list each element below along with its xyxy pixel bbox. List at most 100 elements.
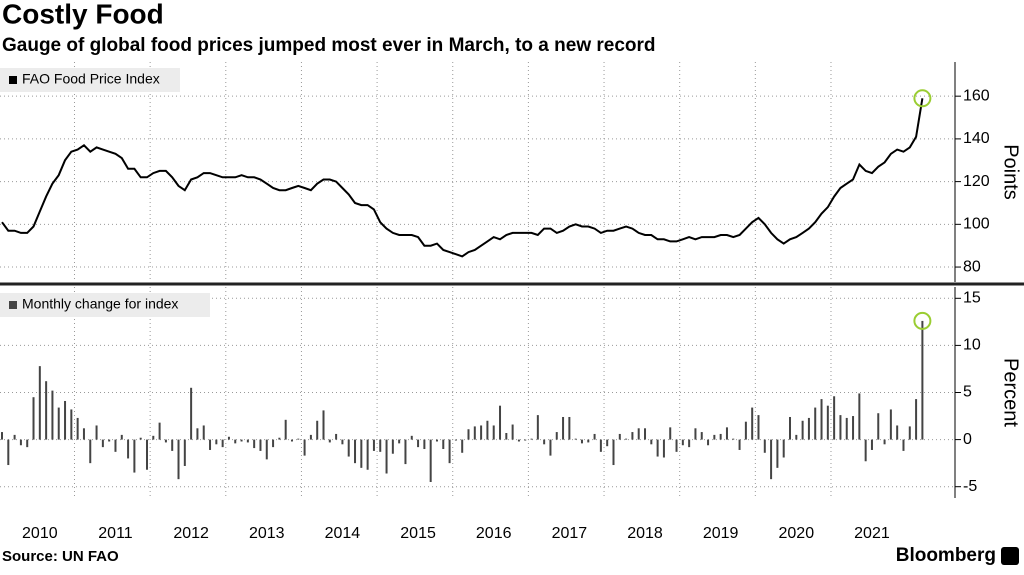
bar bbox=[833, 396, 836, 440]
bar bbox=[656, 439, 659, 457]
bar bbox=[725, 427, 728, 440]
bar bbox=[114, 439, 117, 452]
bar bbox=[328, 439, 331, 443]
bar bbox=[19, 439, 22, 446]
y-tick-label: 15 bbox=[963, 290, 981, 307]
bar bbox=[89, 439, 92, 464]
bar bbox=[782, 439, 785, 458]
bar bbox=[870, 439, 873, 450]
bar bbox=[442, 439, 445, 450]
bar bbox=[139, 437, 142, 440]
bar bbox=[303, 439, 306, 456]
bar bbox=[587, 439, 590, 443]
bar bbox=[76, 417, 79, 440]
bar bbox=[480, 425, 483, 440]
bar bbox=[858, 393, 861, 440]
y-tick-label: 80 bbox=[963, 258, 981, 275]
bar bbox=[164, 439, 167, 443]
bar bbox=[95, 425, 98, 440]
bar bbox=[915, 399, 918, 440]
bar bbox=[675, 439, 678, 452]
bar bbox=[896, 425, 899, 440]
bar bbox=[776, 439, 779, 468]
bar bbox=[814, 407, 817, 440]
x-tick-label: 2018 bbox=[627, 525, 663, 542]
bar bbox=[864, 439, 867, 462]
bar bbox=[606, 439, 609, 447]
bar bbox=[637, 428, 640, 440]
bar bbox=[826, 405, 829, 440]
source: Source: UN FAO bbox=[2, 548, 119, 565]
bar bbox=[284, 419, 287, 440]
bar bbox=[852, 416, 855, 440]
bar bbox=[921, 320, 924, 440]
bar bbox=[120, 434, 123, 440]
bar bbox=[694, 428, 697, 440]
bar bbox=[335, 433, 338, 440]
y-tick-label: 5 bbox=[963, 384, 972, 401]
bar bbox=[732, 438, 735, 440]
bar bbox=[372, 439, 375, 451]
bar bbox=[57, 407, 60, 440]
bar bbox=[32, 397, 35, 440]
bar bbox=[316, 420, 319, 440]
bar bbox=[517, 439, 520, 442]
bar bbox=[101, 439, 104, 448]
legend-label: Monthly change for index bbox=[22, 296, 178, 312]
bar bbox=[700, 432, 703, 440]
title: Costly Food bbox=[2, 0, 164, 29]
x-tick-label: 2016 bbox=[476, 525, 512, 542]
bar bbox=[429, 439, 432, 482]
legend-swatch bbox=[9, 301, 17, 309]
y-axis-title: Points bbox=[1000, 144, 1022, 200]
legend-box bbox=[0, 68, 180, 92]
bar bbox=[410, 435, 413, 440]
bar bbox=[612, 439, 615, 466]
bar bbox=[625, 438, 628, 440]
bar bbox=[354, 439, 357, 464]
bar bbox=[253, 439, 256, 449]
bar bbox=[461, 439, 464, 453]
y-tick-label: -5 bbox=[963, 478, 977, 495]
bar bbox=[82, 428, 85, 440]
subtitle: Gauge of global food prices jumped most … bbox=[2, 35, 656, 56]
bar bbox=[454, 439, 457, 441]
bar bbox=[713, 434, 716, 440]
bar bbox=[379, 439, 382, 452]
highlight-circle bbox=[913, 311, 932, 330]
bar bbox=[688, 439, 691, 448]
y-tick-label: 140 bbox=[963, 130, 990, 147]
bar bbox=[744, 421, 747, 440]
bar bbox=[158, 422, 161, 440]
y-tick-label: 0 bbox=[963, 431, 972, 448]
bar bbox=[757, 415, 760, 440]
bar bbox=[795, 434, 798, 440]
bar bbox=[26, 439, 29, 448]
bar bbox=[467, 429, 470, 440]
bar bbox=[738, 439, 741, 450]
legend-swatch bbox=[9, 76, 17, 84]
bar bbox=[908, 426, 911, 440]
bar bbox=[202, 425, 205, 440]
bar bbox=[574, 438, 577, 440]
y-tick-label: 10 bbox=[963, 337, 981, 354]
bar bbox=[511, 424, 514, 440]
bar bbox=[845, 417, 848, 440]
bar bbox=[322, 410, 325, 440]
bar bbox=[246, 439, 249, 443]
bar bbox=[391, 439, 394, 454]
highlight-circle bbox=[913, 89, 932, 108]
bar bbox=[272, 439, 275, 448]
bar bbox=[215, 439, 218, 445]
brand-icon bbox=[1001, 547, 1019, 565]
y-tick-label: 100 bbox=[963, 216, 990, 233]
bar bbox=[820, 399, 823, 440]
bar bbox=[13, 434, 16, 440]
bar bbox=[385, 439, 388, 474]
y-axis-title: Percent bbox=[1000, 358, 1022, 427]
bar bbox=[883, 439, 886, 445]
bar bbox=[562, 416, 565, 440]
bar bbox=[221, 439, 224, 448]
bar bbox=[902, 439, 905, 451]
